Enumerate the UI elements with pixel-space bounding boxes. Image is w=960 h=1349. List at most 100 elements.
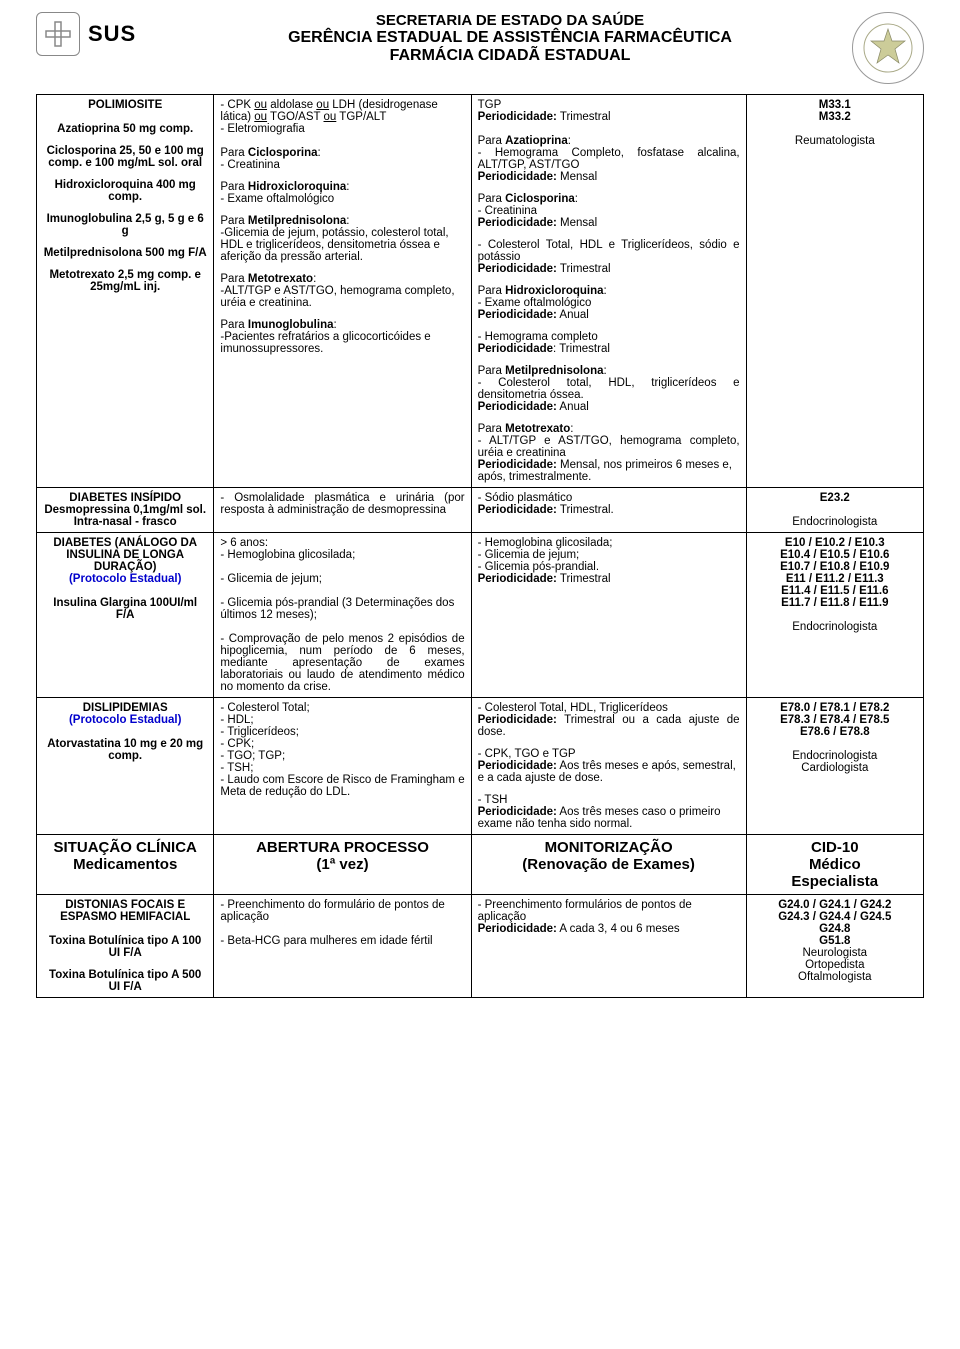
condition-title: POLIMIOSITE: [43, 99, 207, 111]
para-line: - Creatinina: [478, 205, 740, 217]
table-row: DIABETES (ANÁLOGO DA INSULINA DE LONGA D…: [37, 533, 924, 698]
condition-title: DIABETES (ANÁLOGO DA INSULINA DE LONGA D…: [43, 537, 207, 573]
exam-line: - TGO; TGP;: [220, 750, 464, 762]
hdr-col3: MONITORIZAÇÃO (Renovação de Exames): [471, 835, 746, 895]
specialist: Oftalmologista: [753, 971, 917, 983]
para-block: Para Hidroxicloroquina: - Exame oftalmol…: [220, 181, 464, 205]
mon-line: - Preenchimento formulários de pontos de…: [478, 899, 740, 923]
cell-condition: DIABETES INSÍPIDO Desmopressina 0,1mg/ml…: [37, 488, 214, 533]
cid-code: E78.0 / E78.1 / E78.2: [753, 702, 917, 714]
mon-line: - TSH: [478, 794, 740, 806]
med-item: Toxina Botulínica tipo A 100 UI F/A: [43, 935, 207, 959]
para-block: Para Metilprednisolona: -Glicemia de jej…: [220, 215, 464, 263]
hdr-col1: SITUAÇÃO CLÍNICA Medicamentos: [37, 835, 214, 895]
mon-line: - Sódio plasmático: [478, 492, 740, 504]
mon-line: - Colesterol Total, HDL, Triglicerídeos: [478, 702, 740, 714]
mon-line: Periodicidade: Trimestral: [478, 111, 740, 123]
cid-code: G51.8: [753, 935, 917, 947]
cid-code: E78.3 / E78.4 / E78.5: [753, 714, 917, 726]
para-block: Para Metotrexato: - ALT/TGP e AST/TGO, h…: [478, 423, 740, 483]
mon-line: TGP: [478, 99, 740, 111]
para-line: Periodicidade: Mensal, nos primeiros 6 m…: [478, 459, 740, 483]
exam-line: - CPK;: [220, 738, 464, 750]
cid-code: E78.6 / E78.8: [753, 726, 917, 738]
cell-opening: - CPK ou aldolase ou LDH (desidrogenase …: [214, 95, 471, 488]
para-head: Para Metotrexato:: [220, 273, 464, 285]
cid-code: M33.1: [753, 99, 917, 111]
cid-code: G24.8: [753, 923, 917, 935]
para-line: Periodicidade: Anual: [478, 401, 740, 413]
hdr-col2: ABERTURA PROCESSO (1ª vez): [214, 835, 471, 895]
med-item: Insulina Glargina 100UI/ml F/A: [43, 597, 207, 621]
hdr-line: ABERTURA PROCESSO: [220, 839, 464, 856]
para-head: Para Azatioprina:: [478, 135, 740, 147]
para-head: Para Hidroxicloroquina:: [220, 181, 464, 193]
para-block: Para Imunoglobulina: -Pacientes refratár…: [220, 319, 464, 355]
cell-cid: E10 / E10.2 / E10.3 E10.4 / E10.5 / E10.…: [746, 533, 923, 698]
para-line: -Glicemia de jejum, potássio, colesterol…: [220, 227, 464, 263]
mon-line: Periodicidade: Trimestral: [478, 573, 740, 585]
cid-code: E23.2: [753, 492, 917, 504]
para-line: - Creatinina: [220, 159, 464, 171]
para-line: Periodicidade: Mensal: [478, 171, 740, 183]
main-table: POLIMIOSITE Azatioprina 50 mg comp. Cicl…: [36, 94, 924, 998]
mon-line: Periodicidade: Aos três meses caso o pri…: [478, 806, 740, 830]
exam-line: > 6 anos:: [220, 537, 464, 549]
med-item: Metilprednisolona 500 mg F/A: [43, 247, 207, 259]
para-block: Para Azatioprina: - Hemograma Completo, …: [478, 135, 740, 183]
cell-condition: POLIMIOSITE Azatioprina 50 mg comp. Cicl…: [37, 95, 214, 488]
cell-cid: E23.2 Endocrinologista: [746, 488, 923, 533]
cell-cid: M33.1 M33.2 Reumatologista: [746, 95, 923, 488]
state-crest: [834, 12, 924, 84]
hdr-col4: CID-10 Médico Especialista: [746, 835, 923, 895]
para-line: - Hemograma completo: [478, 331, 740, 343]
para-line: - Colesterol total, HDL, triglicerídeos …: [478, 377, 740, 401]
table-row: DIABETES INSÍPIDO Desmopressina 0,1mg/ml…: [37, 488, 924, 533]
cell-monitoring: - Colesterol Total, HDL, Triglicerídeos …: [471, 698, 746, 835]
exam-line: - Laudo com Escore de Risco de Framingha…: [220, 774, 464, 798]
cell-monitoring: TGP Periodicidade: Trimestral Para Azati…: [471, 95, 746, 488]
med-item: Hidroxicloroquina 400 mg comp.: [43, 179, 207, 203]
condition-title: DISTONIAS FOCAIS E ESPASMO HEMIFACIAL: [43, 899, 207, 923]
para-block: Para Ciclosporina: - Creatinina: [220, 147, 464, 171]
sus-logo-icon: [36, 12, 80, 56]
para-head: Para Metilprednisolona:: [478, 365, 740, 377]
condition-title: DIABETES INSÍPIDO: [69, 492, 181, 504]
para-block: - Colesterol Total, HDL e Triglicerídeos…: [478, 239, 740, 275]
page-header: SUS SECRETARIA DE ESTADO DA SAÚDE GERÊNC…: [36, 12, 924, 84]
para-head: Para Hidroxicloroquina:: [478, 285, 740, 297]
para-block: - TSH Periodicidade: Aos três meses caso…: [478, 794, 740, 830]
table-row: DISTONIAS FOCAIS E ESPASMO HEMIFACIAL To…: [37, 895, 924, 998]
hdr-line: CID-10: [753, 839, 917, 856]
para-head: Para Ciclosporina:: [220, 147, 464, 159]
cell-monitoring: - Hemoglobina glicosilada; - Glicemia de…: [471, 533, 746, 698]
specialist: Ortopedista: [753, 959, 917, 971]
hdr-line: (1ª vez): [220, 856, 464, 873]
mon-line: - CPK, TGO e TGP: [478, 748, 740, 760]
para-line: - ALT/TGP e AST/TGO, hemograma completo,…: [478, 435, 740, 459]
cid-code: G24.0 / G24.1 / G24.2: [753, 899, 917, 911]
exam-line: - Triglicerídeos;: [220, 726, 464, 738]
mon-line: - Glicemia pós-prandial.: [478, 561, 740, 573]
para-block: Para Metotrexato: -ALT/TGP e AST/TGO, he…: [220, 273, 464, 309]
protocol-label: (Protocolo Estadual): [43, 714, 207, 726]
med-item: Imunoglobulina 2,5 g, 5 g e 6 g: [43, 213, 207, 237]
hdr-line: Médico: [753, 856, 917, 873]
specialist: Endocrinologista: [753, 516, 917, 528]
para-block: Para Hidroxicloroquina: - Exame oftalmol…: [478, 285, 740, 321]
para-line: Periodicidade: Mensal: [478, 217, 740, 229]
specialist: Reumatologista: [753, 135, 917, 147]
hdr-line: (Renovação de Exames): [478, 856, 740, 873]
para-block: - Colesterol Total, HDL, Triglicerídeos …: [478, 702, 740, 738]
cid-code: M33.2: [753, 111, 917, 123]
hdr-line: MONITORIZAÇÃO: [478, 839, 740, 856]
para-block: - CPK, TGO e TGP Periodicidade: Aos três…: [478, 748, 740, 784]
para-line: - Colesterol Total, HDL e Triglicerídeos…: [478, 239, 740, 263]
exam-line: - Eletromiografia: [220, 123, 464, 135]
cell-opening: > 6 anos: - Hemoglobina glicosilada; - G…: [214, 533, 471, 698]
para-line: - Hemograma Completo, fosfatase alcalina…: [478, 147, 740, 171]
sus-logo-text: SUS: [88, 21, 136, 47]
para-head: Para Imunoglobulina:: [220, 319, 464, 331]
para-line: - Exame oftalmológico: [478, 297, 740, 309]
para-head: Para Metotrexato:: [478, 423, 740, 435]
